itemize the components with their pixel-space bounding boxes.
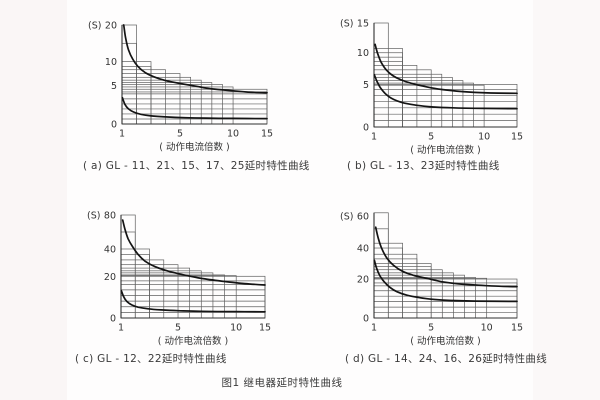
y-tick-label: 15 [357, 19, 369, 30]
delay-curve-lower-limit [373, 74, 518, 110]
tolerance-step-box [373, 77, 453, 128]
y-tick-label: 0 [110, 314, 116, 325]
x-tick-label: 1 [119, 129, 125, 140]
tolerance-step-box [373, 65, 418, 128]
y-tick-label: 20 [357, 275, 369, 286]
y-tick-label: 5 [363, 80, 369, 91]
subfigure-caption-a: ( a) GL - 11、21、15、17、25延时特性曲线 [83, 160, 310, 172]
x-tick-label: 10 [481, 323, 493, 334]
y-tick-label: 40 [357, 244, 369, 255]
y-tick-label: 40 [104, 244, 116, 255]
delay-curve-upper-limit [374, 43, 518, 95]
y-tick-label: 10 [105, 57, 117, 68]
x-tick-label: 5 [177, 129, 183, 140]
x-tick-label: 10 [227, 129, 239, 140]
tolerance-step-box [373, 269, 443, 319]
delay-curve-lower-limit [373, 259, 518, 303]
x-tick-label: 5 [428, 323, 434, 334]
y-unit-label: (S) [88, 21, 101, 32]
x-tick-label: 15 [259, 323, 271, 334]
x-axis-title: ( 动作电流倍数 ) [159, 141, 229, 153]
tolerance-step-box [373, 228, 389, 319]
delay-curve-upper-limit [374, 226, 518, 288]
tolerance-step-box [373, 272, 454, 319]
tolerance-step-box [373, 80, 464, 128]
y-tick-label: 80 [104, 211, 116, 222]
x-axis-title: ( 动作电流倍数 ) [158, 335, 228, 347]
delay-curve-lower-limit [120, 290, 266, 313]
x-axis-title: ( 动作电流倍数 ) [410, 335, 480, 347]
delay-curve-lower-limit [121, 96, 268, 120]
y-tick-label: 5 [111, 81, 117, 92]
x-tick-label: 1 [371, 132, 377, 143]
page-margin-left [0, 0, 67, 400]
y-unit-label: (S) [340, 19, 353, 30]
page-margin-right [533, 0, 600, 400]
x-tick-label: 15 [261, 129, 273, 140]
y-tick-label: 0 [363, 123, 369, 134]
x-tick-label: 10 [478, 132, 490, 143]
tolerance-step-box [373, 278, 518, 319]
x-tick-label: 15 [511, 323, 523, 334]
subfigure-caption-b: ( b) GL - 13、23延时特性曲线 [347, 160, 500, 172]
y-tick-label: 10 [357, 48, 369, 59]
x-tick-label: 1 [118, 323, 124, 334]
y-tick-label: 60 [357, 212, 369, 223]
x-tick-label: 15 [511, 132, 523, 143]
delay-curve-upper-limit [122, 24, 268, 94]
y-tick-label: 0 [111, 120, 117, 131]
tolerance-step-box [373, 22, 389, 128]
y-tick-label: 0 [363, 314, 369, 325]
x-tick-label: 10 [230, 323, 242, 334]
subfigure-caption-d: ( d) GL - 14、24、16、26延时特性曲线 [345, 353, 548, 365]
x-tick-label: 5 [175, 323, 181, 334]
delay-curve-upper-limit [121, 219, 266, 286]
y-tick-label: 20 [104, 272, 116, 283]
y-tick-label: 20 [105, 21, 117, 32]
subfigure-caption-c: ( c) GL - 12、22延时特性曲线 [75, 353, 227, 365]
y-unit-label: (S) [87, 211, 100, 222]
figure-title: 图1 继电器延时特性曲线 [221, 377, 343, 389]
y-unit-label: (S) [340, 212, 353, 223]
tolerance-step-box [373, 274, 465, 319]
x-tick-label: 5 [428, 132, 434, 143]
x-tick-label: 1 [371, 323, 377, 334]
x-axis-title: ( 动作电流倍数 ) [410, 144, 480, 156]
